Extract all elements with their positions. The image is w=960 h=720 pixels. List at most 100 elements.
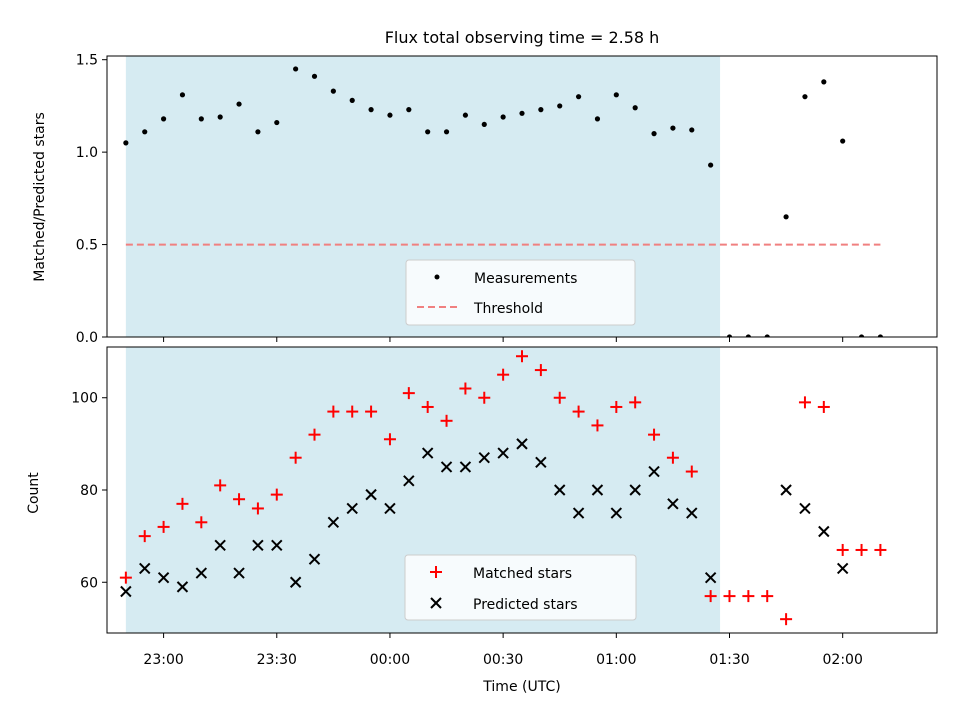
matched-star-point [685, 465, 698, 478]
measurement-point [443, 129, 450, 135]
predicted-star-point [384, 502, 396, 515]
matched-star-point [572, 405, 585, 418]
matched-star-point [591, 419, 604, 432]
matched-star-point [440, 414, 453, 427]
y-tick-label: 0.5 [76, 238, 98, 254]
measurement-point [179, 92, 186, 98]
y-tick-label: 80 [80, 483, 98, 499]
measurement-point [255, 129, 261, 135]
predicted-star-point [289, 576, 302, 588]
matched-star-point [478, 391, 491, 404]
predicted-star-point [233, 567, 245, 579]
predicted-star-point [271, 539, 283, 552]
measurement-point [236, 101, 242, 107]
x-tick-label: 23:00 [143, 652, 183, 668]
measurement-point [858, 334, 865, 337]
predicted-star-point [308, 553, 321, 565]
y-tick-label: 1.5 [76, 53, 98, 69]
predicted-star-point [554, 484, 566, 496]
measurement-point [330, 88, 336, 94]
x-tick-label: 01:30 [709, 652, 749, 668]
predicted-star-point [252, 539, 264, 552]
predicted-star-point [176, 581, 189, 593]
measurement-point [293, 66, 299, 72]
predicted-star-point [704, 571, 717, 584]
predicted-star-point [686, 507, 698, 519]
matched-star-point [195, 516, 208, 529]
matched-star-point [553, 391, 566, 404]
predicted-star-point [818, 525, 830, 538]
measurement-point [311, 73, 318, 79]
matched-star-point [233, 493, 246, 506]
matched-star-point [629, 396, 642, 409]
x-tick-label: 01:00 [596, 652, 636, 668]
predicted-star-point [214, 539, 226, 552]
x-tick-label: 02:00 [823, 652, 863, 668]
matched-star-point [610, 400, 623, 413]
y-tick-label: 60 [80, 575, 98, 591]
matched-star-point [874, 543, 887, 556]
predicted-star-point [478, 452, 490, 464]
matched-star-point [534, 364, 547, 377]
measurement-point [594, 116, 601, 122]
predicted-star-point [799, 502, 811, 515]
bottom-y-axis-label: Count [26, 472, 42, 514]
measurement-point [764, 334, 770, 337]
measurement-point [689, 127, 695, 133]
predicted-star-point [535, 456, 547, 469]
matched-star-point [176, 497, 189, 510]
measurement-point [462, 112, 469, 118]
matched-star-point [421, 400, 434, 413]
legend-threshold-label: Threshold [473, 301, 543, 317]
measurement-point [840, 138, 846, 144]
measurement-point [821, 79, 827, 85]
matched-star-point [270, 488, 283, 501]
x-tick-label: 00:00 [370, 652, 410, 668]
measurement-point [481, 121, 487, 128]
predicted-star-point [572, 507, 585, 519]
legend-measurements-marker [434, 274, 440, 280]
predicted-star-point [157, 571, 170, 584]
matched-star-point [383, 433, 396, 446]
measurement-point [406, 107, 412, 113]
predicted-star-point [780, 484, 792, 496]
measurement-point [632, 105, 638, 111]
measurement-point [123, 140, 129, 146]
measurement-point [783, 214, 789, 220]
measurement-point [198, 116, 204, 122]
measurement-point [651, 131, 657, 137]
measurement-point [708, 162, 714, 168]
matched-star-point [742, 590, 755, 603]
measurement-point [745, 334, 751, 337]
bottom-axes-frame [106, 346, 938, 634]
matched-star-point [780, 613, 793, 626]
matched-star-point [214, 479, 227, 492]
y-tick-label: 100 [71, 391, 98, 407]
predicted-star-point [667, 498, 679, 510]
predicted-star-point [403, 475, 415, 487]
predicted-star-point [497, 447, 509, 459]
matched-star-point [459, 382, 472, 395]
measurement-point [142, 129, 148, 135]
predicted-star-point [365, 488, 377, 501]
measurement-point [802, 94, 808, 100]
measurement-point [519, 110, 525, 116]
matched-star-point [251, 502, 264, 515]
matched-star-point [497, 368, 510, 381]
matched-star-point [836, 543, 849, 556]
predicted-star-point [591, 484, 604, 496]
x-tick-label: 23:30 [257, 652, 297, 668]
x-axis-label: Time (UTC) [482, 679, 560, 695]
predicted-star-point [346, 502, 358, 515]
measurement-point [613, 92, 619, 98]
measurement-point [557, 103, 563, 109]
predicted-star-point [139, 562, 151, 575]
y-tick-label: 0.0 [76, 330, 98, 346]
matched-star-point [817, 400, 830, 413]
measurement-point [670, 125, 676, 131]
bottom-panel: 60 80 100 23:00 23:30 00:00 00:30 01:00 01:30 02… [26, 346, 938, 695]
measurement-point [274, 119, 280, 126]
matched-star-point [119, 571, 132, 584]
top-y-axis-label: Matched/Predicted stars [32, 112, 48, 282]
matched-star-point [648, 428, 661, 441]
